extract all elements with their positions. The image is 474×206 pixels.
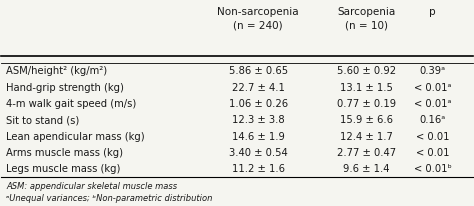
Text: Sarcopenia
(n = 10): Sarcopenia (n = 10) (337, 7, 396, 30)
Text: 22.7 ± 4.1: 22.7 ± 4.1 (232, 83, 285, 92)
Text: < 0.01ᵃ: < 0.01ᵃ (414, 99, 451, 109)
Text: Sit to stand (s): Sit to stand (s) (6, 115, 79, 125)
Text: ASM/height² (kg/m²): ASM/height² (kg/m²) (6, 66, 107, 76)
Text: 4-m walk gait speed (m/s): 4-m walk gait speed (m/s) (6, 99, 137, 109)
Text: 2.77 ± 0.47: 2.77 ± 0.47 (337, 148, 396, 158)
Text: Lean apendicular mass (kg): Lean apendicular mass (kg) (6, 132, 145, 142)
Text: ASM: appendicular skeletal muscle mass: ASM: appendicular skeletal muscle mass (6, 183, 177, 191)
Text: 11.2 ± 1.6: 11.2 ± 1.6 (232, 164, 285, 174)
Text: < 0.01: < 0.01 (416, 148, 449, 158)
Text: Legs muscle mass (kg): Legs muscle mass (kg) (6, 164, 120, 174)
Text: 5.86 ± 0.65: 5.86 ± 0.65 (228, 66, 288, 76)
Text: Hand-grip strength (kg): Hand-grip strength (kg) (6, 83, 124, 92)
Text: 14.6 ± 1.9: 14.6 ± 1.9 (232, 132, 285, 142)
Text: 12.3 ± 3.8: 12.3 ± 3.8 (232, 115, 284, 125)
Text: 12.4 ± 1.7: 12.4 ± 1.7 (340, 132, 393, 142)
Text: ᵃUnequal variances; ᵇNon-parametric distribution: ᵃUnequal variances; ᵇNon-parametric dist… (6, 194, 212, 203)
Text: < 0.01ᵃ: < 0.01ᵃ (414, 83, 451, 92)
Text: Non-sarcopenia
(n = 240): Non-sarcopenia (n = 240) (218, 7, 299, 30)
Text: Arms muscle mass (kg): Arms muscle mass (kg) (6, 148, 123, 158)
Text: 0.77 ± 0.19: 0.77 ± 0.19 (337, 99, 396, 109)
Text: < 0.01: < 0.01 (416, 132, 449, 142)
Text: < 0.01ᵇ: < 0.01ᵇ (414, 164, 452, 174)
Text: 13.1 ± 1.5: 13.1 ± 1.5 (340, 83, 393, 92)
Text: 15.9 ± 6.6: 15.9 ± 6.6 (340, 115, 393, 125)
Text: 9.6 ± 1.4: 9.6 ± 1.4 (343, 164, 390, 174)
Text: 3.40 ± 0.54: 3.40 ± 0.54 (229, 148, 288, 158)
Text: 1.06 ± 0.26: 1.06 ± 0.26 (228, 99, 288, 109)
Text: 0.16ᵃ: 0.16ᵃ (419, 115, 446, 125)
Text: 0.39ᵃ: 0.39ᵃ (419, 66, 446, 76)
Text: p: p (429, 7, 436, 17)
Text: 5.60 ± 0.92: 5.60 ± 0.92 (337, 66, 396, 76)
